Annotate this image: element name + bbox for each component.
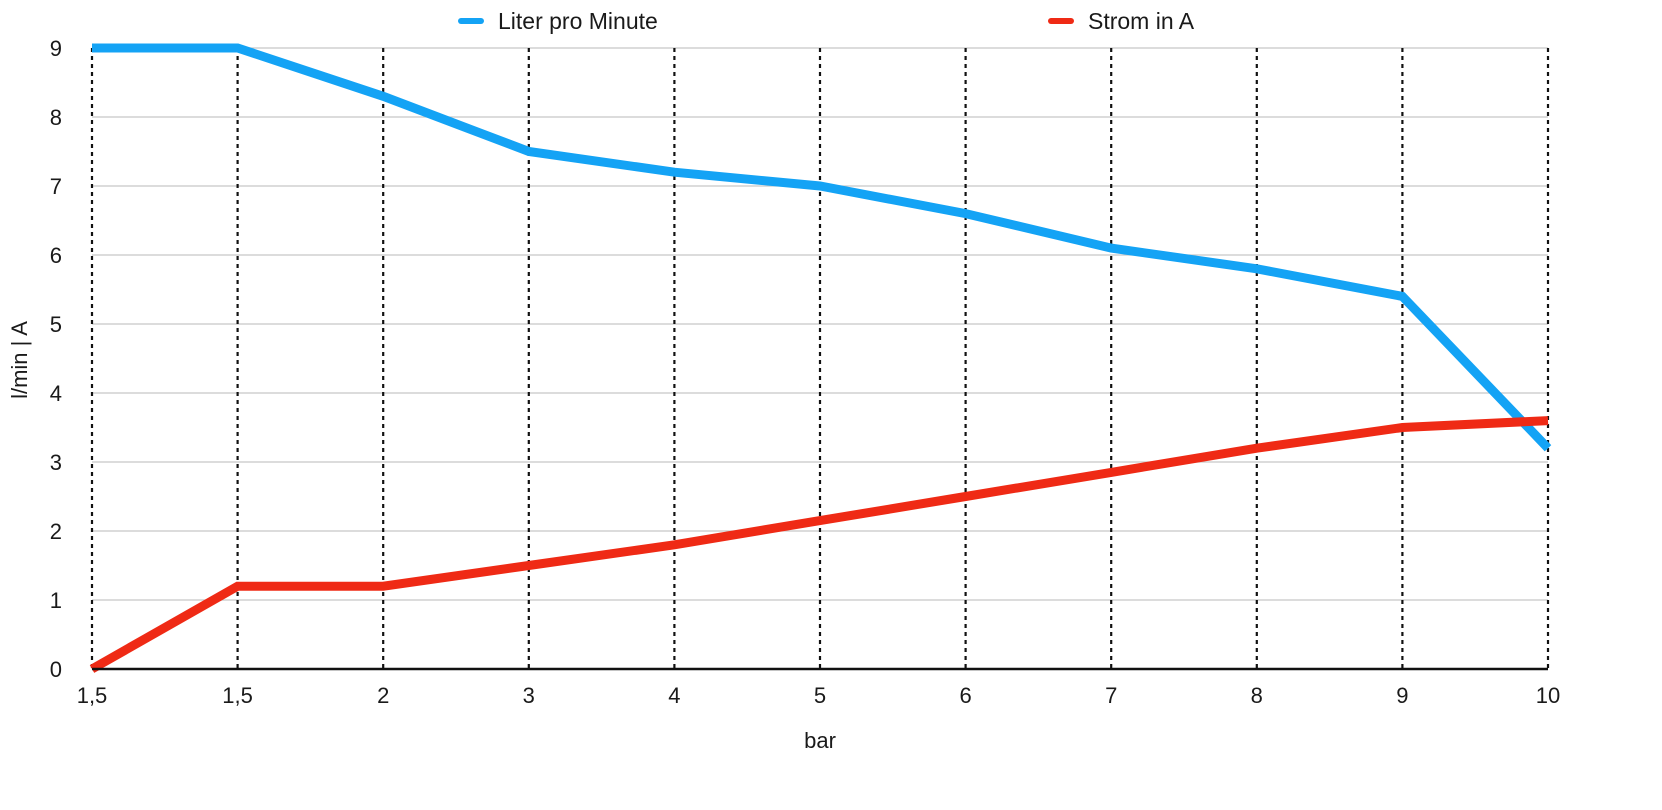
series-line-0 bbox=[92, 43, 1552, 452]
x-tick-label: 7 bbox=[1105, 683, 1117, 708]
data-point-0 bbox=[528, 151, 529, 152]
legend: Liter pro Minute Strom in A bbox=[0, 6, 1662, 36]
data-point-0 bbox=[965, 213, 966, 214]
axes: 0 1 2 3 4 5 6 7 8 9 1,5 1,5 2 3 4 5 6 7 8 9 10 bbox=[50, 36, 1560, 708]
legend-swatch-strom bbox=[1048, 18, 1074, 24]
x-tick-label: 5 bbox=[814, 683, 826, 708]
x-tick-label: 6 bbox=[959, 683, 971, 708]
data-point-0 bbox=[820, 186, 821, 187]
legend-item-liter: Liter pro Minute bbox=[458, 6, 658, 36]
y-tick-label: 0 bbox=[50, 657, 62, 682]
data-point-0 bbox=[383, 96, 384, 97]
y-tick-label: 2 bbox=[50, 519, 62, 544]
grid bbox=[90, 47, 1550, 669]
y-tick-label: 9 bbox=[50, 36, 62, 61]
data-point-1 bbox=[1111, 472, 1112, 473]
data-point-1 bbox=[383, 586, 384, 587]
legend-label-liter: Liter pro Minute bbox=[498, 7, 658, 34]
x-tick-label: 8 bbox=[1251, 683, 1263, 708]
data-point-0 bbox=[1402, 296, 1403, 297]
data-point-0 bbox=[237, 48, 238, 49]
y-tick-label: 3 bbox=[50, 450, 62, 475]
series-lines bbox=[89, 43, 1552, 673]
legend-item-strom: Strom in A bbox=[1048, 6, 1194, 36]
x-axis-label: bar bbox=[804, 728, 836, 753]
legend-label-strom: Strom in A bbox=[1088, 7, 1195, 34]
series-line-1 bbox=[89, 416, 1549, 673]
y-tick-label: 6 bbox=[50, 243, 62, 268]
y-tick-label: 1 bbox=[50, 588, 62, 613]
data-point-1 bbox=[1548, 420, 1549, 421]
x-tick-label: 2 bbox=[377, 683, 389, 708]
data-point-1 bbox=[1402, 427, 1403, 428]
legend-swatch-liter bbox=[458, 18, 484, 24]
data-point-0 bbox=[92, 48, 93, 49]
y-tick-label: 5 bbox=[50, 312, 62, 337]
x-tick-label: 10 bbox=[1536, 683, 1560, 708]
x-tick-label: 9 bbox=[1396, 683, 1408, 708]
x-tick-label: 1,5 bbox=[77, 683, 108, 708]
y-tick-label: 4 bbox=[50, 381, 62, 406]
y-axis-label: l/min | A bbox=[7, 321, 32, 399]
data-point-1 bbox=[237, 586, 238, 587]
x-tick-label: 1,5 bbox=[222, 683, 253, 708]
data-point-1 bbox=[820, 520, 821, 521]
data-point-1 bbox=[1256, 448, 1257, 449]
y-tick-label: 8 bbox=[50, 105, 62, 130]
y-tick-label: 7 bbox=[50, 174, 62, 199]
data-point-0 bbox=[1256, 268, 1257, 269]
data-point-0 bbox=[674, 172, 675, 173]
data-point-1 bbox=[674, 544, 675, 545]
data-point-0 bbox=[1111, 248, 1112, 249]
data-point-1 bbox=[528, 565, 529, 566]
data-point-0 bbox=[1548, 448, 1549, 449]
data-point-1 bbox=[965, 496, 966, 497]
x-tick-label: 4 bbox=[668, 683, 680, 708]
x-tick-label: 3 bbox=[523, 683, 535, 708]
